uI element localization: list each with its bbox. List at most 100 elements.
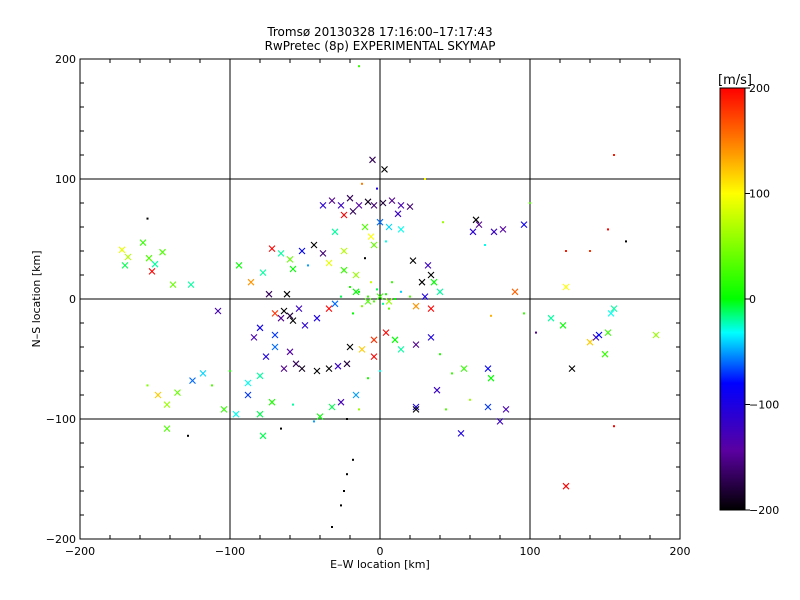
data-point-cross (484, 365, 492, 372)
data-point-cross (121, 262, 129, 269)
data-point-cross (235, 262, 243, 269)
data-point-cross (346, 343, 354, 351)
data-point-cross (268, 398, 276, 406)
data-point-cross (367, 233, 375, 240)
data-point-dot (565, 250, 567, 252)
data-point-dot (358, 408, 360, 411)
data-point-dot (349, 286, 351, 288)
data-point-cross (370, 202, 378, 209)
data-point-cross (559, 322, 567, 329)
data-point-cross (412, 302, 420, 310)
data-point-dot (589, 250, 591, 252)
data-point-cross (259, 269, 267, 276)
data-point-cross (145, 254, 153, 262)
data-point-dot (394, 298, 396, 300)
data-point-cross (364, 198, 372, 206)
x-tick-label: 0 (377, 545, 384, 558)
data-point-cross (376, 218, 384, 226)
data-point-cross (286, 348, 294, 356)
x-tick-label: 100 (520, 545, 541, 558)
data-point-dot (367, 295, 369, 298)
data-point-cross (397, 226, 405, 233)
data-point-cross (472, 216, 480, 224)
data-point-cross (298, 247, 306, 255)
data-point-cross (277, 250, 285, 257)
data-point-cross (610, 305, 618, 312)
data-point-cross (325, 305, 333, 312)
data-point-cross (412, 403, 420, 411)
data-point-cross (280, 307, 288, 315)
data-point-cross (319, 250, 327, 257)
colorbar-tick-label: 100 (749, 188, 770, 201)
data-point-cross (295, 305, 303, 312)
data-point-cross (382, 329, 390, 336)
data-point-cross (358, 346, 366, 353)
data-point-cross (151, 260, 159, 268)
data-point-cross (568, 365, 576, 372)
data-point-dot (442, 221, 444, 224)
data-point-dot (469, 398, 471, 401)
data-point-cross (430, 278, 438, 286)
data-point-cross (298, 365, 306, 372)
x-tick-labels: −200 −100 0 100 200 (65, 545, 691, 558)
y-tick-label: −200 (46, 533, 76, 546)
data-point-cross (220, 406, 228, 413)
axis-ticks (79, 58, 681, 540)
data-point-cross (475, 221, 483, 228)
y-tick-label: 200 (55, 53, 76, 66)
data-point-cross (412, 406, 420, 413)
data-point-dot (382, 302, 384, 305)
x-tick-label: −200 (65, 545, 95, 558)
data-point-cross (139, 239, 147, 246)
data-point-cross (286, 256, 294, 263)
data-point-dot (358, 65, 360, 68)
data-point-dot (229, 370, 231, 372)
data-point-cross (271, 343, 279, 351)
data-point-cross (652, 331, 660, 339)
data-point-cross (310, 241, 318, 249)
data-point-cross (271, 310, 279, 317)
data-point-dot (346, 418, 348, 420)
data-point-cross (289, 265, 297, 273)
data-point-cross (340, 266, 348, 274)
y-tick-label: −100 (46, 413, 76, 426)
data-point-cross (487, 374, 495, 382)
data-point-cross (250, 334, 258, 341)
data-point-dot (313, 420, 315, 423)
data-point-cross (277, 314, 285, 322)
data-point-dot (340, 295, 342, 298)
data-point-cross (265, 290, 273, 298)
data-point-cross (174, 389, 181, 396)
data-point-cross (199, 370, 207, 377)
data-point-cross (187, 281, 195, 288)
data-point-cross (412, 341, 420, 348)
data-point-cross (352, 391, 360, 399)
data-point-dot (352, 458, 354, 461)
data-point-cross (547, 314, 555, 322)
data-point-cross (244, 379, 252, 387)
data-point-dot (385, 240, 387, 243)
data-point-cross (232, 410, 240, 418)
data-point-cross (385, 298, 393, 305)
data-point-cross (343, 360, 351, 368)
data-point-cross (436, 288, 444, 296)
data-point-cross (460, 365, 468, 372)
data-point-dot (439, 353, 441, 356)
data-point-cross (337, 398, 345, 406)
data-point-cross (352, 288, 360, 296)
data-point-dot (529, 202, 531, 204)
data-point-cross (484, 403, 492, 411)
data-point-cross (325, 365, 333, 372)
data-point-dot (391, 281, 393, 284)
data-point-cross (355, 202, 363, 209)
data-point-cross (163, 401, 171, 408)
x-tick-label: −100 (215, 545, 245, 558)
data-point-cross (595, 331, 603, 339)
data-point-cross (490, 228, 498, 236)
data-point-cross (409, 257, 417, 264)
data-point-cross (370, 336, 378, 344)
x-axis-label: E–W location [km] (330, 558, 430, 571)
data-point-dot (607, 228, 609, 231)
data-point-cross (154, 391, 162, 399)
